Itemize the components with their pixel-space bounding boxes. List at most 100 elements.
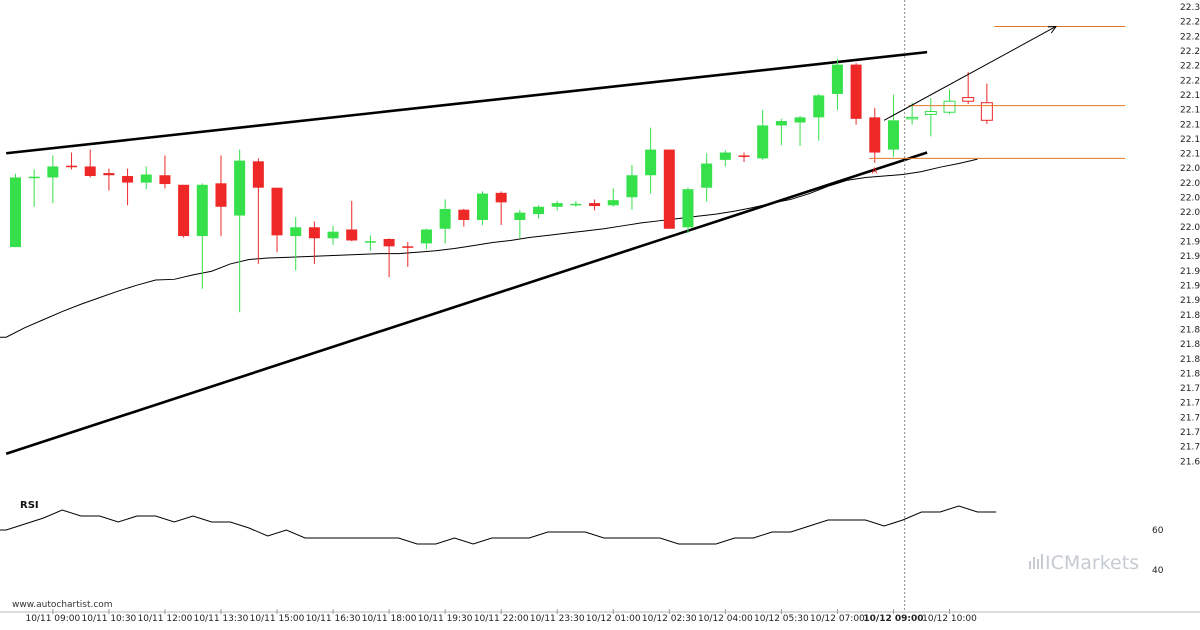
y-tick-label: 22.2126 [1180,76,1200,86]
candle-body [495,192,507,203]
candle [775,118,787,146]
rsi-tick-label: 40 [1152,566,1164,576]
candle [122,168,134,206]
y-tick-label: 21.8326 [1180,355,1200,365]
candle-body [980,102,993,121]
candle-body [402,246,414,248]
candle-body [84,166,96,176]
candle-body [887,120,899,150]
candle-body [719,152,731,160]
y-tick-label: 22.0926 [1180,164,1200,174]
candle-body [47,166,59,178]
y-tick-label: 22.0326 [1180,208,1200,218]
rsi-tick-label: 60 [1152,526,1164,536]
candle-body [626,175,638,198]
candle [607,188,619,207]
trendlines [5,50,928,455]
forecast-arrow [883,26,1057,121]
upper-trendline [6,50,928,155]
candle-body [364,241,376,243]
candle [924,98,937,137]
watermark: www.autochartist.com [12,600,113,610]
candle [364,235,376,251]
candle [420,228,432,250]
candle [178,184,190,238]
y-tick-label: 22.1726 [1180,106,1200,116]
y-tick-label: 21.9126 [1180,296,1200,306]
candle-body [327,231,339,239]
candle-body [813,95,825,118]
candle [383,238,395,278]
y-tick-label: 21.9526 [1180,267,1200,277]
brand-logo: ICMarkets [1029,552,1139,574]
candle [738,152,750,163]
y-tick-label: 21.7126 [1180,443,1200,453]
candle [215,155,227,237]
candle-body [10,177,21,248]
y-tick-label: 22.0726 [1180,179,1200,189]
candle [551,200,563,211]
x-tick-label: 10/12 05:30 [754,614,809,624]
candle-body [196,184,208,237]
x-tick-label: 10/12 02:30 [642,614,697,624]
candle-body [757,125,769,159]
candle-body [775,121,787,126]
candle-body [122,175,134,183]
candle-body [645,149,657,176]
candle [962,71,975,105]
forecast-arrow-head [1047,25,1057,34]
candle [439,199,451,244]
x-tick-label: 10/11 23:30 [530,614,585,624]
candle [103,168,115,191]
candle [980,83,993,124]
x-tick-label: 10/11 15:00 [250,614,305,624]
candle [757,110,769,160]
moving-average [0,158,978,338]
x-tick-label: 10/11 18:00 [362,614,417,624]
candle-body [831,64,843,94]
candle-body [962,97,975,102]
candle-body [477,193,488,220]
candle [346,200,358,242]
x-tick-label: 10/11 13:30 [194,614,249,624]
candle-body [103,173,115,176]
x-tick-label: 10/12 10:00 [922,614,977,624]
x-tick-label: 10/12 04:00 [698,614,753,624]
candle [794,115,806,146]
candle-body [607,200,619,206]
x-tick-label: 10/11 12:00 [138,614,193,624]
x-tick-label: 10/12 07:00 [810,614,865,624]
y-tick-label: 22.0126 [1180,223,1200,233]
y-tick-label: 21.8926 [1180,311,1200,321]
candle-body [234,160,246,216]
y-tick-label: 22.1926 [1180,91,1200,101]
y-tick-label: 22.3126 [1180,3,1200,13]
candle-body [178,184,190,237]
candle-body [533,206,545,215]
candle [869,107,881,163]
candle-body [420,229,432,244]
y-tick-label: 21.6926 [1180,457,1200,467]
candle [906,102,919,125]
candle [308,221,320,264]
x-tick-label: 10/12 09:00 [863,614,923,624]
candle [477,191,488,226]
y-tick-label: 22.1326 [1180,135,1200,145]
rsi-panel: 60 40 [0,505,1164,576]
candle-body [252,161,264,188]
rsi-label: RSI [20,500,39,511]
candle-body [159,175,171,185]
bar-chart-icon [1029,554,1043,569]
candle [271,187,283,253]
candle-body [346,229,358,241]
candle [140,166,152,190]
y-tick-label: 21.9926 [1180,238,1200,248]
candle-body [589,203,601,207]
candle-body [570,203,582,206]
x-tick-label: 10/11 19:30 [418,614,473,624]
candle [589,199,601,211]
candle-body [551,203,563,207]
candle [402,241,414,267]
candle [719,150,731,167]
